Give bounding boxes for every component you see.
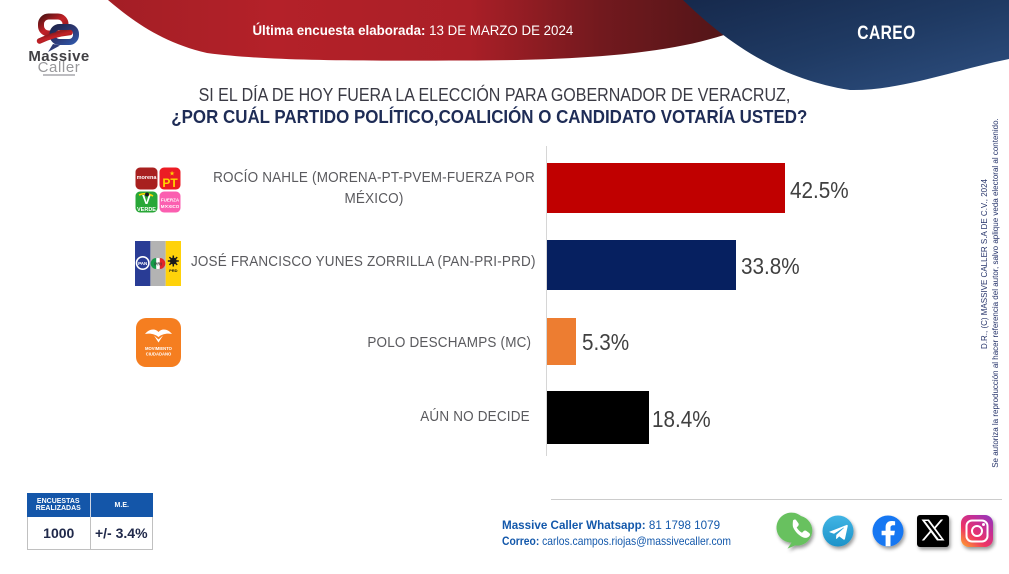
svg-text:FUERZA: FUERZA <box>161 198 180 203</box>
svg-text:PAN: PAN <box>138 261 147 266</box>
svg-text:CIUDADANO: CIUDADANO <box>146 352 172 357</box>
svg-text:V: V <box>142 192 151 207</box>
svg-text:PRD: PRD <box>169 268 178 273</box>
svg-text:MOVIMIENTO: MOVIMIENTO <box>145 346 173 351</box>
svg-text:PRI: PRI <box>154 262 162 267</box>
svg-text:M✕XICO: M✕XICO <box>161 204 180 209</box>
svg-text:PT: PT <box>162 176 178 190</box>
svg-text:morena: morena <box>137 175 158 181</box>
svg-text:★: ★ <box>169 170 175 178</box>
svg-text:VERDE: VERDE <box>137 207 156 213</box>
